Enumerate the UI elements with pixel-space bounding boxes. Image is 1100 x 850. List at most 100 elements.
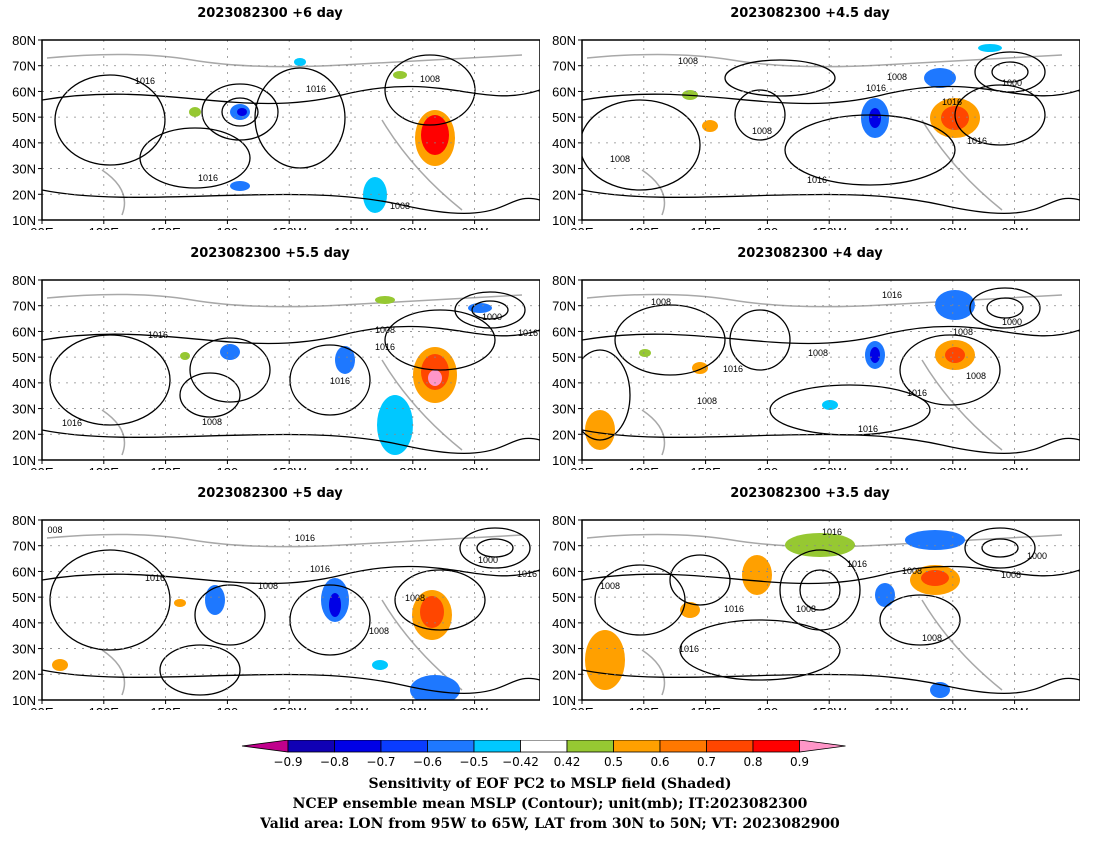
map-frame — [41, 519, 540, 701]
colorbar: −0.9 −0.8 −0.7 −0.6 −0.5 −0.42 0.42 0.5 0.6 0.7 0.… — [241, 740, 846, 769]
lon-label: 120W — [334, 225, 369, 230]
lon-label: 150W — [812, 705, 847, 710]
contour-label: 1016 — [807, 175, 827, 185]
mslp-contour — [384, 309, 496, 371]
lat-label: 40N — [552, 616, 576, 631]
map-area: 10081008101610081000101610161008101680N7… — [552, 33, 1080, 230]
contour-label: 1016 — [330, 376, 350, 386]
contour-label: 1016 — [882, 290, 902, 300]
contour-label: 1000 — [478, 555, 498, 565]
sensitivity-shading — [420, 596, 444, 628]
lon-label: 120E — [89, 225, 120, 230]
contour-label: 1008 — [258, 581, 278, 591]
coastline — [586, 293, 1063, 456]
colorbar-segment — [380, 740, 428, 753]
lon-label: 90E — [30, 225, 53, 230]
lon-label: 120E — [629, 225, 660, 230]
lon-label: 150E — [150, 225, 181, 230]
contour-label: 1016 — [295, 533, 315, 543]
mslp-contour — [981, 538, 1019, 558]
lon-label: 150W — [272, 705, 307, 710]
lat-label: 70N — [552, 539, 576, 554]
lon-label: 180 — [757, 465, 779, 470]
sensitivity-shading — [52, 659, 68, 671]
lat-label: 60N — [12, 84, 36, 99]
lat-label: 30N — [552, 642, 576, 657]
sensitivity-shading — [428, 370, 442, 386]
sensitivity-shading — [421, 115, 449, 155]
colorbar-tick-label: 0.8 — [743, 755, 762, 769]
sensitivity-shading — [372, 660, 388, 670]
lat-label: 20N — [12, 427, 36, 442]
contour-label: 1016 — [723, 364, 743, 374]
lon-label: 90W — [939, 705, 966, 710]
mslp-contour — [582, 349, 631, 441]
lon-label: 120W — [334, 705, 369, 710]
lon-label: 90E — [570, 225, 593, 230]
panel-title: 2023082300 +4 day — [737, 246, 883, 261]
map-plot: 1008 1016 1008 1008 1000 1016 1008 1016 1016 1008… — [552, 273, 1080, 470]
contour-label: 1016 — [866, 83, 886, 93]
lat-label: 30N — [12, 402, 36, 417]
sensitivity-shading — [363, 177, 387, 213]
lat-label: 30N — [12, 642, 36, 657]
lat-label: 20N — [552, 427, 576, 442]
map-area: 1016 1008 1016 1016 1008 80N 70N 60N 50N 40N 30N 20… — [12, 33, 540, 230]
lon-label: 60W — [1001, 705, 1028, 710]
lat-label: 10N — [12, 453, 36, 468]
map-plot: 10081008101610081000101610161008101680N7… — [552, 33, 1080, 230]
lat-label: 60N — [552, 84, 576, 99]
mslp-contour — [194, 584, 266, 646]
map-content — [582, 287, 1080, 456]
map-content — [582, 527, 1080, 698]
sensitivity-shading — [921, 570, 949, 586]
lon-label: 150W — [272, 225, 307, 230]
map-plot: 1016 1008 1016 1016 1008 80N 70N 60N 50N 40N 30N 20… — [12, 33, 540, 230]
lon-label: 90W — [399, 465, 426, 470]
sensitivity-shading — [393, 71, 407, 79]
mslp-contour — [899, 334, 1001, 406]
sensitivity-shading — [329, 593, 341, 617]
contour-label: 1016 — [517, 569, 537, 579]
lon-label: 60W — [461, 465, 488, 470]
contour-label: 1016 — [145, 573, 165, 583]
lat-label: 70N — [12, 299, 36, 314]
lat-label: 80N — [552, 273, 576, 288]
lon-label: 120W — [334, 465, 369, 470]
map-content — [42, 291, 540, 456]
panel-title: 2023082300 +4.5 day — [730, 6, 890, 21]
lat-label: 20N — [552, 667, 576, 682]
lon-label: 150W — [812, 225, 847, 230]
lat-label: 40N — [552, 136, 576, 151]
lat-label: 10N — [552, 693, 576, 708]
lat-label: 50N — [552, 590, 576, 605]
lon-label: 150E — [150, 705, 181, 710]
lat-label: 50N — [12, 350, 36, 365]
lat-label: 10N — [12, 213, 36, 228]
sensitivity-shading — [294, 58, 306, 66]
contour-label: 1016 — [375, 342, 395, 352]
lat-label: 60N — [552, 324, 576, 339]
contour-label: 1008 — [796, 604, 816, 614]
colorbar-tick-label: −0.5 — [459, 755, 488, 769]
contour-label: 1008 — [922, 633, 942, 643]
lat-label: 30N — [12, 162, 36, 177]
lat-label: 20N — [12, 187, 36, 202]
sensitivity-shading — [585, 630, 625, 690]
mslp-contour — [964, 527, 1036, 569]
map-background — [42, 40, 540, 220]
panel-5: 2023082300 +3.5 day 1008 1016 1016 1008 1000… — [540, 480, 1080, 710]
sensitivity-shading — [945, 347, 965, 363]
mslp-contour — [476, 538, 514, 558]
coastline — [46, 293, 523, 456]
colorbar-tick-label: −0.8 — [320, 755, 349, 769]
colorbar-tick-label: −0.7 — [366, 755, 395, 769]
map-frame — [581, 39, 1080, 221]
sensitivity-shading — [924, 68, 956, 88]
panel-title: 2023082300 +6 day — [197, 6, 343, 21]
lat-label: 10N — [552, 453, 576, 468]
contour-label: 1016 — [907, 388, 927, 398]
lat-label: 40N — [12, 376, 36, 391]
mslp-contour — [734, 89, 786, 141]
colorbar-arrow-right — [799, 740, 846, 753]
